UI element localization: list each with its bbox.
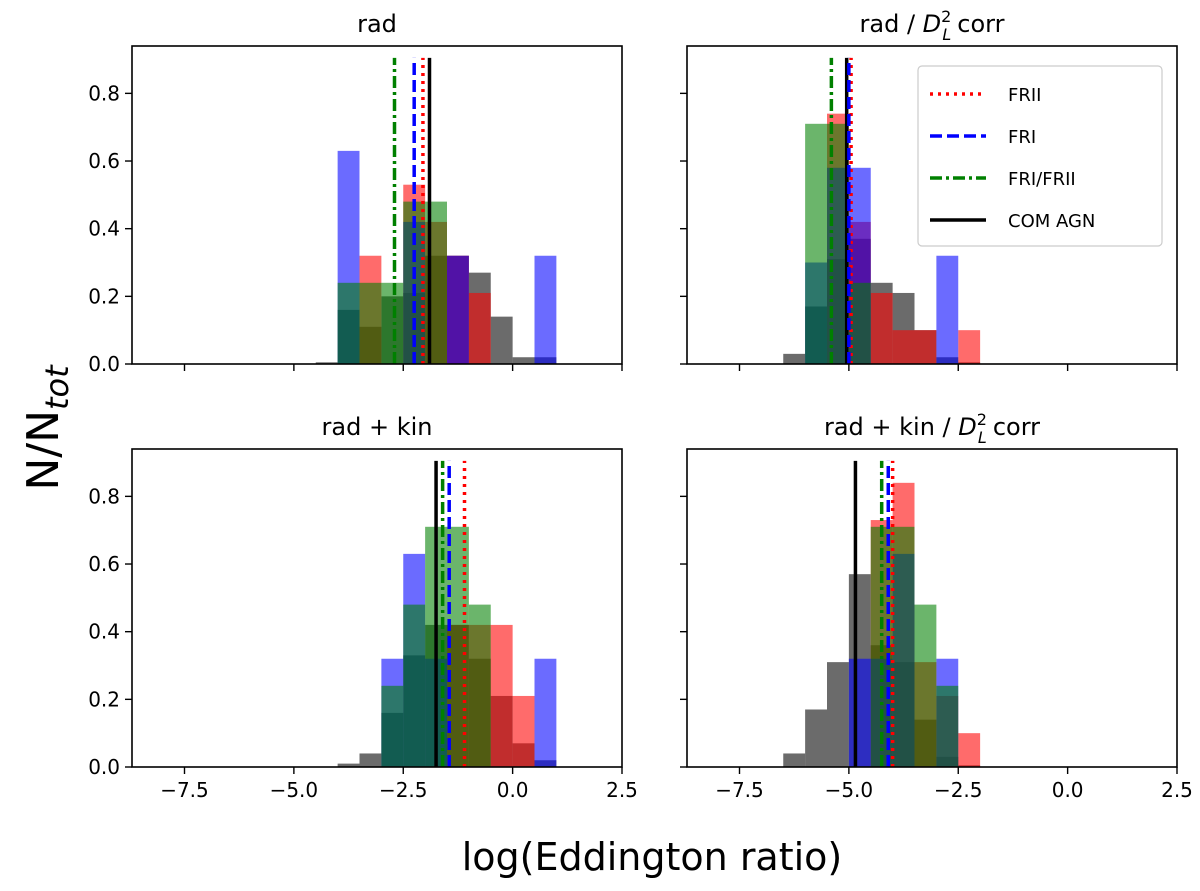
x-tick-label: 2.5: [1161, 778, 1193, 802]
bar-frii: [958, 733, 981, 767]
panel-title-text: rad + kin /: [824, 413, 958, 441]
axes-frame: [131, 45, 623, 365]
y-tick-label: 0.4: [88, 217, 120, 241]
y-tick-label: 0.0: [88, 755, 120, 779]
y-tick-label: 0.8: [88, 81, 120, 105]
panel-title-symbol: D: [923, 10, 941, 38]
bar-fri: [936, 255, 959, 364]
y-tick-label: 0.8: [88, 484, 120, 508]
legend-box: [917, 65, 1163, 247]
bar-com-agn: [359, 753, 382, 767]
bar-com-agn: [315, 362, 338, 364]
bar-fri-frii: [359, 282, 382, 364]
y-tick-label: 0.4: [88, 620, 120, 644]
panel-3: rad + kin −7.5 −5.0 −2.5 0.0 2.5 0.0 0.2 0.4 0.6 0…: [88, 413, 638, 802]
panel-1: rad 0.0 0.2 0.4 0.6 0.8: [88, 10, 623, 376]
legend-label-frii: FRII: [1008, 85, 1041, 106]
legend-label-fri: FRI: [1008, 127, 1036, 148]
panel-title-suffix: corr: [957, 10, 1004, 38]
series-fri-frii: [381, 526, 491, 767]
bar-fri: [534, 255, 557, 364]
bar-com-agn: [805, 709, 827, 767]
legend: FRII FRI FRI/FRII COM AGN: [917, 65, 1163, 247]
bar-fri-frii: [403, 604, 426, 767]
bar-fri: [848, 658, 871, 767]
panel-title-sub: L: [942, 25, 951, 44]
panel-title-suffix: corr: [993, 413, 1040, 441]
legend-label-fri-frii: FRI/FRII: [1008, 169, 1076, 190]
axes-frame: [686, 45, 1178, 365]
bar-frii: [512, 695, 535, 767]
x-tick-label: −7.5: [715, 778, 764, 802]
bar-com-agn: [783, 753, 806, 767]
bar-fri-frii: [447, 526, 469, 767]
panel-title-sub: L: [978, 428, 987, 447]
legend-label-com-agn: COM AGN: [1008, 211, 1095, 232]
x-tick-label: −2.5: [934, 778, 983, 802]
bar-fri-frii: [805, 123, 827, 365]
bar-fri-frii: [936, 685, 959, 767]
y-tick-label: 0.6: [88, 552, 120, 576]
bar-fri-frii: [848, 282, 871, 364]
x-tick-label: 2.5: [606, 778, 638, 802]
bar-frii: [958, 330, 981, 364]
panel-title-text: rad + kin: [322, 413, 433, 441]
bar-com-agn: [337, 763, 360, 767]
axes-frame: [686, 448, 1178, 768]
y-tick-label: 0.0: [88, 352, 120, 376]
bar-frii: [490, 624, 513, 767]
y-axis-label-main: N/N: [18, 410, 69, 491]
panel-title: rad: [357, 10, 397, 38]
y-axis-label-sub: tot: [38, 364, 76, 410]
y-axis-label: N/Ntot: [18, 364, 76, 491]
axes-frame: [131, 448, 623, 768]
series-fri-frii: [805, 123, 871, 365]
x-axis-label: log(Eddington ratio): [462, 835, 843, 879]
y-tick-label: 0.6: [88, 149, 120, 173]
bar-fri-frii: [403, 201, 426, 364]
bar-fri-frii: [914, 604, 937, 767]
y-tick-label: 0.2: [88, 687, 120, 711]
x-tick-label: 0.0: [1052, 778, 1084, 802]
bar-frii: [892, 330, 915, 364]
bar-com-agn: [827, 662, 849, 767]
bar-com-agn: [512, 357, 535, 364]
panel-title-sup: 2: [977, 410, 987, 429]
bar-frii: [914, 330, 937, 364]
panel-title-text: rad: [357, 10, 397, 38]
bar-fri-frii: [337, 282, 360, 364]
x-tick-label: −5.0: [270, 778, 319, 802]
panel-title-sup: 2: [941, 7, 951, 26]
bar-fri-frii: [381, 282, 404, 364]
panel-title: rad + kin: [322, 413, 433, 441]
bar-fri-frii: [827, 123, 849, 365]
panel-title-symbol: D: [958, 413, 976, 441]
bar-fri-frii: [468, 604, 491, 767]
panel-title-text: rad /: [860, 10, 923, 38]
x-tick-label: −2.5: [379, 778, 428, 802]
y-tick-label: 0.2: [88, 284, 120, 308]
bar-fri-frii: [892, 526, 915, 767]
bar-com-agn: [490, 316, 513, 364]
bar-fri: [534, 658, 557, 767]
x-tick-label: 0.0: [497, 778, 529, 802]
bar-fri-frii: [381, 685, 404, 767]
bar-com-agn: [783, 353, 806, 364]
bar-fri: [447, 255, 469, 364]
x-tick-label: −7.5: [160, 778, 209, 802]
x-tick-label: −5.0: [825, 778, 874, 802]
bar-frii: [870, 292, 893, 364]
bar-frii: [468, 292, 491, 364]
